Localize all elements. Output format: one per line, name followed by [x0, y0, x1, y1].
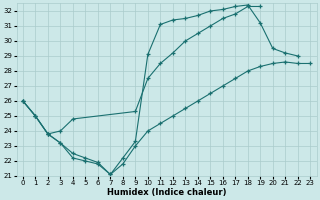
X-axis label: Humidex (Indice chaleur): Humidex (Indice chaleur)	[107, 188, 226, 197]
